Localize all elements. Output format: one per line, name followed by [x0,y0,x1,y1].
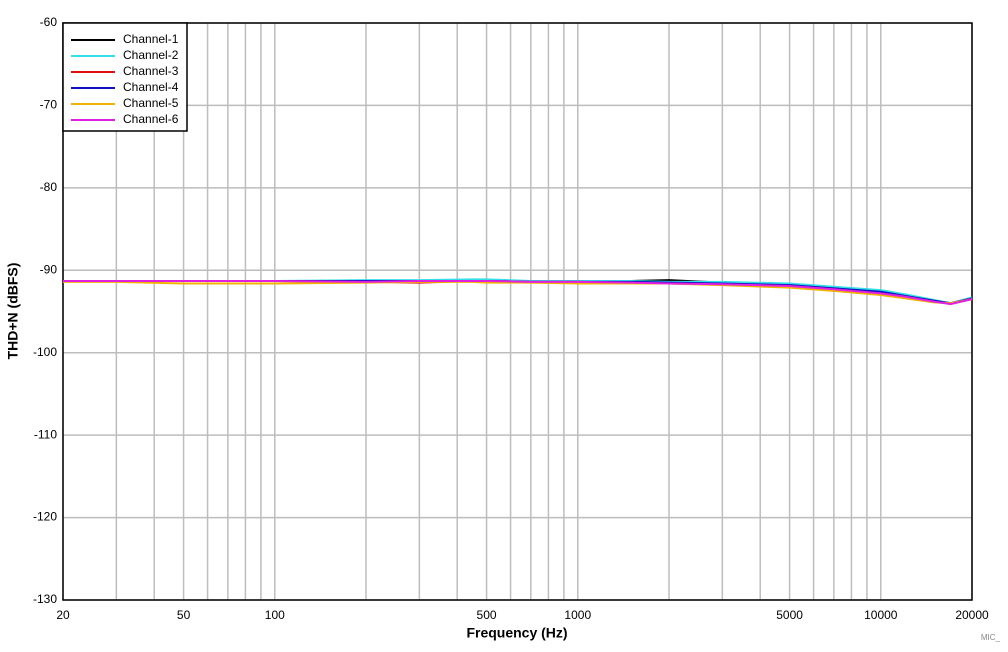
y-tick-label: -130 [33,592,57,606]
x-axis-title: Frequency (Hz) [466,625,567,641]
y-tick-label: -80 [40,180,58,194]
y-tick-label: -120 [33,510,57,524]
y-tick-label: -100 [33,345,57,359]
y-tick-label: -60 [40,15,58,29]
y-tick-label: -90 [40,262,58,276]
legend-label: Channel-1 [123,32,179,46]
x-tick-label: 1000 [564,608,591,622]
x-tick-label: 10000 [864,608,898,622]
x-tick-label: 20000 [955,608,989,622]
series-line [63,280,973,306]
x-tick-label: 100 [265,608,285,622]
x-tick-label: 5000 [776,608,803,622]
footnote: MIC_ [981,633,1001,642]
x-tick-label: 50 [177,608,191,622]
legend-label: Channel-4 [123,80,179,94]
legend-label: Channel-3 [123,64,179,78]
legend-label: Channel-2 [123,48,179,62]
x-tick-label: 500 [477,608,497,622]
series-line [63,280,973,305]
y-tick-label: -110 [34,427,57,441]
plot-frame [62,22,973,601]
x-tick-label: 20 [56,608,70,622]
y-tick-label: -70 [40,98,58,112]
y-axis-title: THD+N (dBFS) [5,263,21,360]
legend-label: Channel-6 [123,112,179,126]
legend-label: Channel-5 [123,96,179,110]
